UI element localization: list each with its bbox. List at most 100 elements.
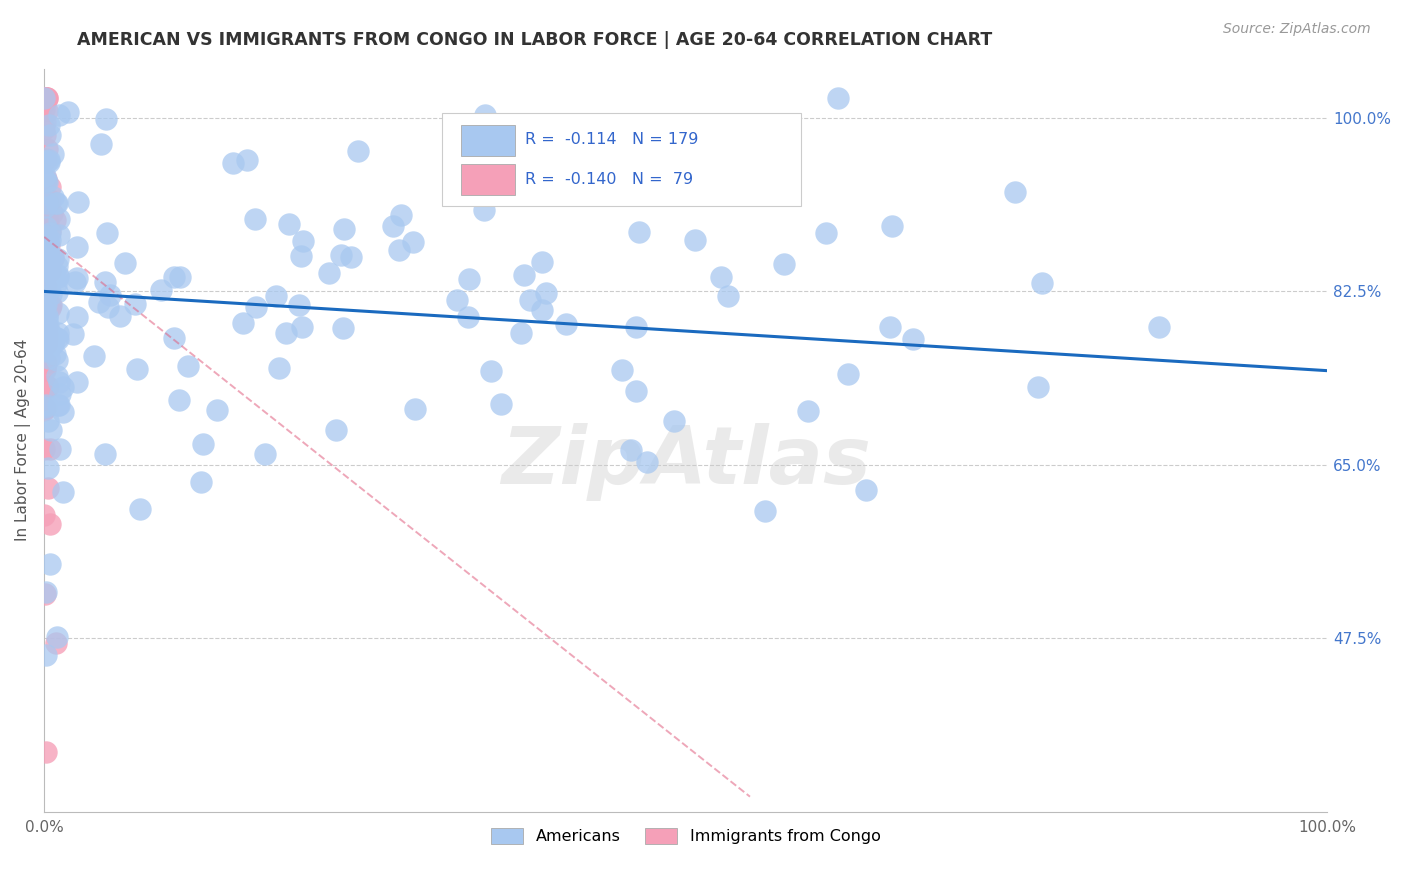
Point [332,321,354,335]
Point [46,326,69,340]
Point [636,455,658,469]
Point [264,288,287,302]
Point [474,108,496,122]
Point [38,325,60,339]
Point [45,631,67,645]
Point [37,91,59,105]
Point [489,397,512,411]
Point [34,205,56,219]
Point [34,251,56,265]
Point [35,219,58,234]
Point [35,192,58,206]
Point [37,234,59,248]
Point [38,517,60,532]
Point [457,310,479,324]
Point [38,226,60,240]
Point [32,153,55,167]
Point [48,212,70,227]
Point [34,200,56,214]
Point [66,195,89,210]
Point [207,402,229,417]
Point [34,91,56,105]
Point [291,320,314,334]
Point [554,317,576,331]
Point [35,91,58,105]
Point [1004,185,1026,199]
Point [287,298,309,312]
Point [44,330,66,344]
Point [44,267,66,281]
Point [46,259,69,273]
Point [772,257,794,271]
Point [536,285,558,300]
Point [837,368,859,382]
Point [277,217,299,231]
Point [124,297,146,311]
Point [37,318,59,333]
Point [1031,276,1053,290]
Point [531,255,554,269]
Point [96,226,118,240]
Point [34,92,56,106]
Y-axis label: In Labor Force | Age 20-64: In Labor Force | Age 20-64 [15,339,31,541]
Point [232,316,254,330]
Point [37,205,59,219]
Point [329,248,352,262]
Point [34,292,56,306]
Point [32,91,55,105]
Point [45,196,67,211]
Point [37,239,59,253]
Point [222,155,245,169]
Point [35,142,58,156]
Point [48,398,70,412]
Point [37,328,59,343]
Point [129,502,152,516]
Point [389,209,412,223]
Point [340,250,363,264]
Point [46,332,69,346]
Point [34,279,56,293]
Point [34,288,56,302]
Point [710,270,733,285]
Point [94,112,117,126]
Point [38,252,60,266]
Point [530,303,553,318]
Point [814,227,837,241]
Point [162,331,184,345]
Point [1149,320,1171,334]
Point [41,206,63,220]
Point [94,447,117,461]
Point [882,219,904,234]
Point [34,298,56,312]
Point [35,203,58,218]
Point [318,266,340,280]
Point [66,310,89,324]
Point [39,233,62,247]
Point [388,243,411,257]
Point [37,460,59,475]
Point [34,91,56,105]
Point [901,332,924,346]
Point [35,152,58,166]
Point [457,271,479,285]
Point [35,194,58,208]
Point [46,368,69,383]
Point [125,362,148,376]
Point [34,172,56,186]
Point [37,175,59,189]
Point [510,326,533,340]
Point [34,586,56,600]
Point [34,91,56,105]
Point [35,311,58,326]
Point [38,262,60,277]
Point [235,153,257,167]
Point [90,137,112,152]
Point [37,104,59,119]
Point [37,414,59,428]
Point [94,275,117,289]
Point [35,91,58,105]
Point [402,235,425,249]
Point [37,481,59,495]
Point [48,108,70,122]
Point [110,309,132,323]
